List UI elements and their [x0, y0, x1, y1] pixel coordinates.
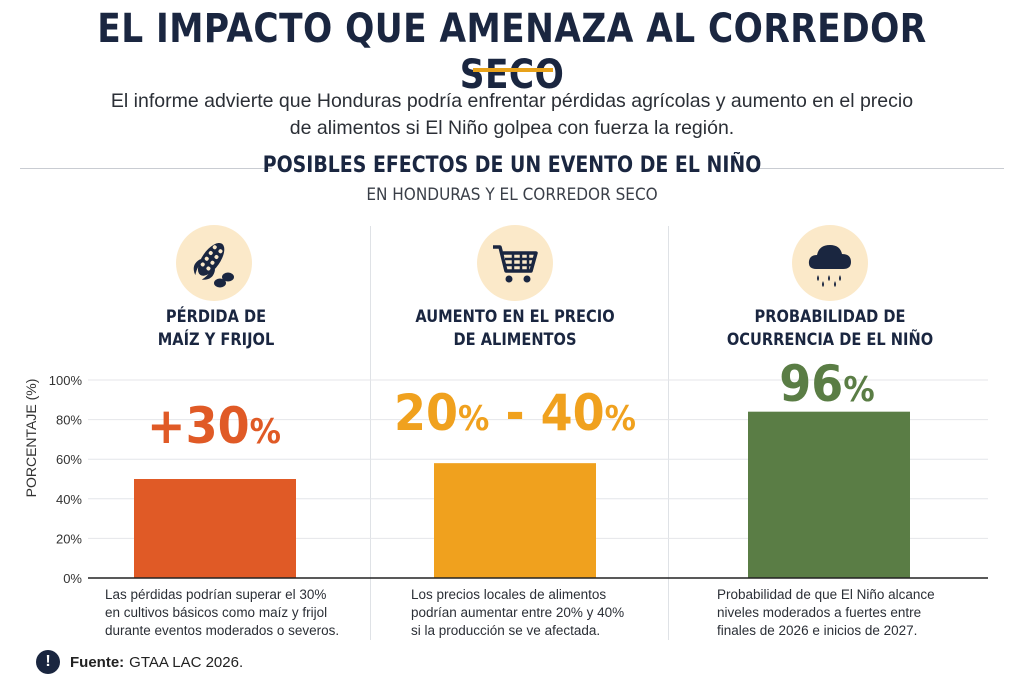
source-footer: ! Fuente: GTAA LAC 2026. — [36, 650, 243, 674]
column-divider — [668, 226, 669, 640]
column-divider — [370, 226, 371, 640]
y-tick-label: 20% — [56, 531, 82, 546]
column-heading-food-price: AUMENTO EN EL PRECIO DE ALIMENTOS — [386, 306, 644, 352]
heading-line: OCURRENCIA DE EL NIÑO — [726, 330, 934, 350]
corn-beans-icon — [176, 225, 252, 301]
y-tick-label: 80% — [56, 413, 82, 428]
y-tick-label: 60% — [56, 452, 82, 467]
description-crop-loss: Las pérdidas podrían superar el 30% en c… — [105, 586, 339, 640]
title-underline — [473, 68, 553, 72]
section-subtitle: EN HONDURAS Y EL CORREDOR SECO — [366, 185, 658, 205]
shopping-cart-icon — [477, 225, 553, 301]
y-tick-label: 0% — [63, 571, 82, 586]
description-line: niveles moderados a fuertes entre — [717, 605, 922, 620]
big-value-crop-loss: +30% — [147, 397, 281, 455]
column-heading-probability: PROBABILIDAD DE OCURRENCIA DE EL NIÑO — [701, 306, 959, 352]
description-line: podrían aumentar entre 20% y 40% — [411, 605, 625, 620]
description-line: Las pérdidas podrían superar el 30% — [105, 587, 327, 602]
source-label: Fuente: — [70, 653, 125, 671]
description-line: finales de 2026 e inicios de 2027. — [717, 623, 918, 638]
alert-icon: ! — [36, 650, 60, 674]
section-rule-right — [752, 168, 1004, 169]
heading-line: DE ALIMENTOS — [453, 330, 577, 350]
big-value-probability: 96% — [779, 355, 875, 413]
big-value-food-price: 20% - 40% — [394, 384, 636, 442]
description-line: si la producción se ve afectada. — [411, 623, 601, 638]
rain-cloud-icon — [792, 225, 868, 301]
intro-text: El informe advierte que Honduras podría … — [110, 90, 914, 139]
description-probability: Probabilidad de que El Niño alcance nive… — [717, 586, 935, 640]
column-heading-crop-loss: PÉRDIDA DE MAÍZ Y FRIJOL — [87, 306, 345, 352]
heading-line: AUMENTO EN EL PRECIO — [415, 307, 615, 327]
source-text: GTAA LAC 2026. — [129, 653, 244, 671]
bar — [134, 479, 296, 578]
description-line: Probabilidad de que El Niño alcance — [717, 587, 935, 602]
section-title: POSIBLES EFECTOS DE UN EVENTO DE EL NIÑO — [262, 153, 762, 178]
description-food-price: Los precios locales de alimentos podrían… — [411, 586, 624, 640]
heading-line: MAÍZ Y FRIJOL — [157, 330, 275, 350]
bar — [748, 411, 910, 578]
description-line: Los precios locales de alimentos — [411, 587, 607, 602]
section-rule-left — [20, 168, 272, 169]
y-tick-label: 100% — [49, 373, 83, 388]
y-axis-label: PORCENTAJE (%) — [23, 379, 39, 498]
heading-line: PÉRDIDA DE — [165, 307, 267, 327]
heading-line: PROBABILIDAD DE — [754, 307, 906, 327]
y-tick-label: 40% — [56, 492, 82, 507]
bar — [434, 463, 596, 578]
description-line: durante eventos moderados o severos. — [105, 623, 340, 638]
page-title: EL IMPACTO QUE AMENAZA AL CORREDOR SECO — [97, 6, 927, 98]
description-line: en cultivos básicos como maíz y frijol — [105, 605, 328, 620]
